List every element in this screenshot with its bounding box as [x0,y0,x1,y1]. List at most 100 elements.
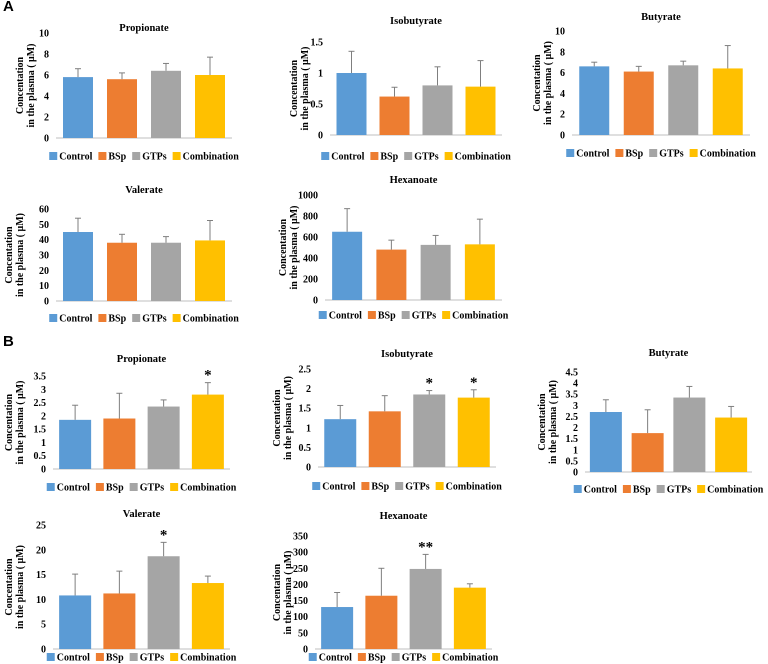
y-tick-label: 20 [39,266,49,277]
y-tick-label: 15 [36,570,46,581]
bar-bsp [379,96,410,135]
bar-gtps [147,406,180,469]
y-tick-label: 10 [39,281,49,292]
legend-swatch-bsp [357,653,366,661]
y-tick-label: 200 [303,275,318,286]
significance-mark: * [470,375,478,391]
legend-swatch-combination [697,485,706,493]
y-tick-label: 1 [41,438,46,449]
chart-title: Isobutyrate [390,16,442,27]
legend-swatch-combination [172,314,181,322]
legend-label-gtps: GTPs [142,314,167,325]
bar-control [63,232,93,301]
y-tick-label: 10 [36,595,46,606]
y-tick-label: 1.5 [566,434,579,445]
legend-label-gtps: GTPs [140,483,165,494]
y-tick-label: 3.5 [566,390,579,401]
y-tick-label: 0 [573,468,578,479]
bar-bsp [103,418,136,469]
legend-label-bsp: BSp [108,152,126,163]
legend-label-control: Control [57,653,90,664]
y-tick-label: 600 [303,233,318,244]
y-axis-label-line2: in the plasma ( μM) [26,44,37,128]
chart-title: Hexanoate [390,175,438,186]
legend-swatch-gtps [129,483,138,491]
bar-gtps [151,70,181,138]
y-tick-label: 3.5 [34,372,47,383]
legend-label-control: Control [322,482,355,493]
y-axis-label-line1: Concentation [15,56,26,114]
bar-control [336,73,367,135]
bar-control [63,77,93,138]
y-axis-label-line2: in the plasma ( μM) [283,376,294,460]
y-tick-label: 1 [306,423,311,434]
y-tick-label: 1.5 [34,425,47,436]
y-axis-label-line1: Concentation [4,393,15,451]
legend-swatch-bsp [367,311,376,319]
y-axis-label-line1: Concentation [272,563,283,621]
legend-label-control: Control [57,483,90,494]
chart-title: Propionate [117,354,167,365]
legend-swatch-bsp [95,653,104,661]
y-axis-label-line1: Concentation [272,389,283,447]
legend-swatch-control [573,485,582,493]
legend-label-combination: Combination [452,311,509,322]
legend-label-bsp: BSp [633,485,651,496]
y-tick-label: 150 [293,596,308,607]
legend-label-combination: Combination [180,483,237,494]
y-tick-label: 4 [573,379,578,390]
y-tick-label: 8 [560,47,565,58]
legend-swatch-bsp [98,152,107,160]
legend-label-bsp: BSp [380,152,398,163]
bar-bsp [368,411,401,467]
bar-bsp [365,595,398,649]
legend-label-combination: Combination [183,314,240,325]
y-tick-label: 1.5 [299,404,312,415]
bar-bsp [631,433,664,472]
y-axis-label-line2: in the plasma ( μM) [543,41,554,125]
legend-label-gtps: GTPs [659,149,684,160]
legend-label-gtps: GTPs [140,653,165,664]
legend-swatch-control [318,311,327,319]
bar-combination [712,68,743,135]
bar-bsp [107,242,137,301]
significance-mark: * [160,527,168,543]
chart-title: Isobutyrate [381,349,433,360]
legend-label-bsp: BSp [371,482,389,493]
y-tick-label: 40 [39,235,49,246]
y-tick-label: 2 [44,113,49,124]
y-tick-label: 10 [555,27,565,38]
y-tick-label: 50 [298,628,308,639]
bar-bsp [103,593,136,649]
y-tick-label: 60 [39,205,49,216]
legend-swatch-gtps [395,482,404,490]
bar-combination [457,397,490,467]
y-axis-label-line1: Concentation [4,558,15,616]
bar-control [589,412,622,472]
y-tick-label: 300 [293,548,308,559]
legend-label-bsp: BSp [378,311,396,322]
bar-combination [195,75,225,138]
y-tick-label: 20 [36,545,46,556]
bar-control [332,231,363,300]
legend-swatch-combination [172,152,181,160]
legend-swatch-gtps [656,485,665,493]
y-axis-label-line2: in the plasma ( μM) [15,213,26,297]
chart-b-butyrate: Butyrate Concentation in the plasma ( μM) 0… [537,348,764,496]
bar-combination [715,417,748,472]
y-tick-label: 0.5 [311,100,324,111]
legend-swatch-control [49,152,58,160]
y-tick-label: 0 [303,645,308,656]
legend-swatch-gtps [401,311,410,319]
bar-gtps [420,244,451,300]
y-tick-label: 0 [41,645,46,656]
bar-gtps [147,556,180,649]
y-tick-label: 3 [573,401,578,412]
y-tick-label: 0 [318,131,323,142]
chart-legend: Control BSp GTPs Combination [566,149,756,160]
chart-b-isobutyrate: Isobutyrate Concentation in the plasma ( μ… [272,349,502,493]
legend-label-combination: Combination [442,653,499,664]
y-tick-label: 0 [44,134,49,145]
legend-swatch-gtps [404,152,413,160]
legend-label-control: Control [59,314,92,325]
